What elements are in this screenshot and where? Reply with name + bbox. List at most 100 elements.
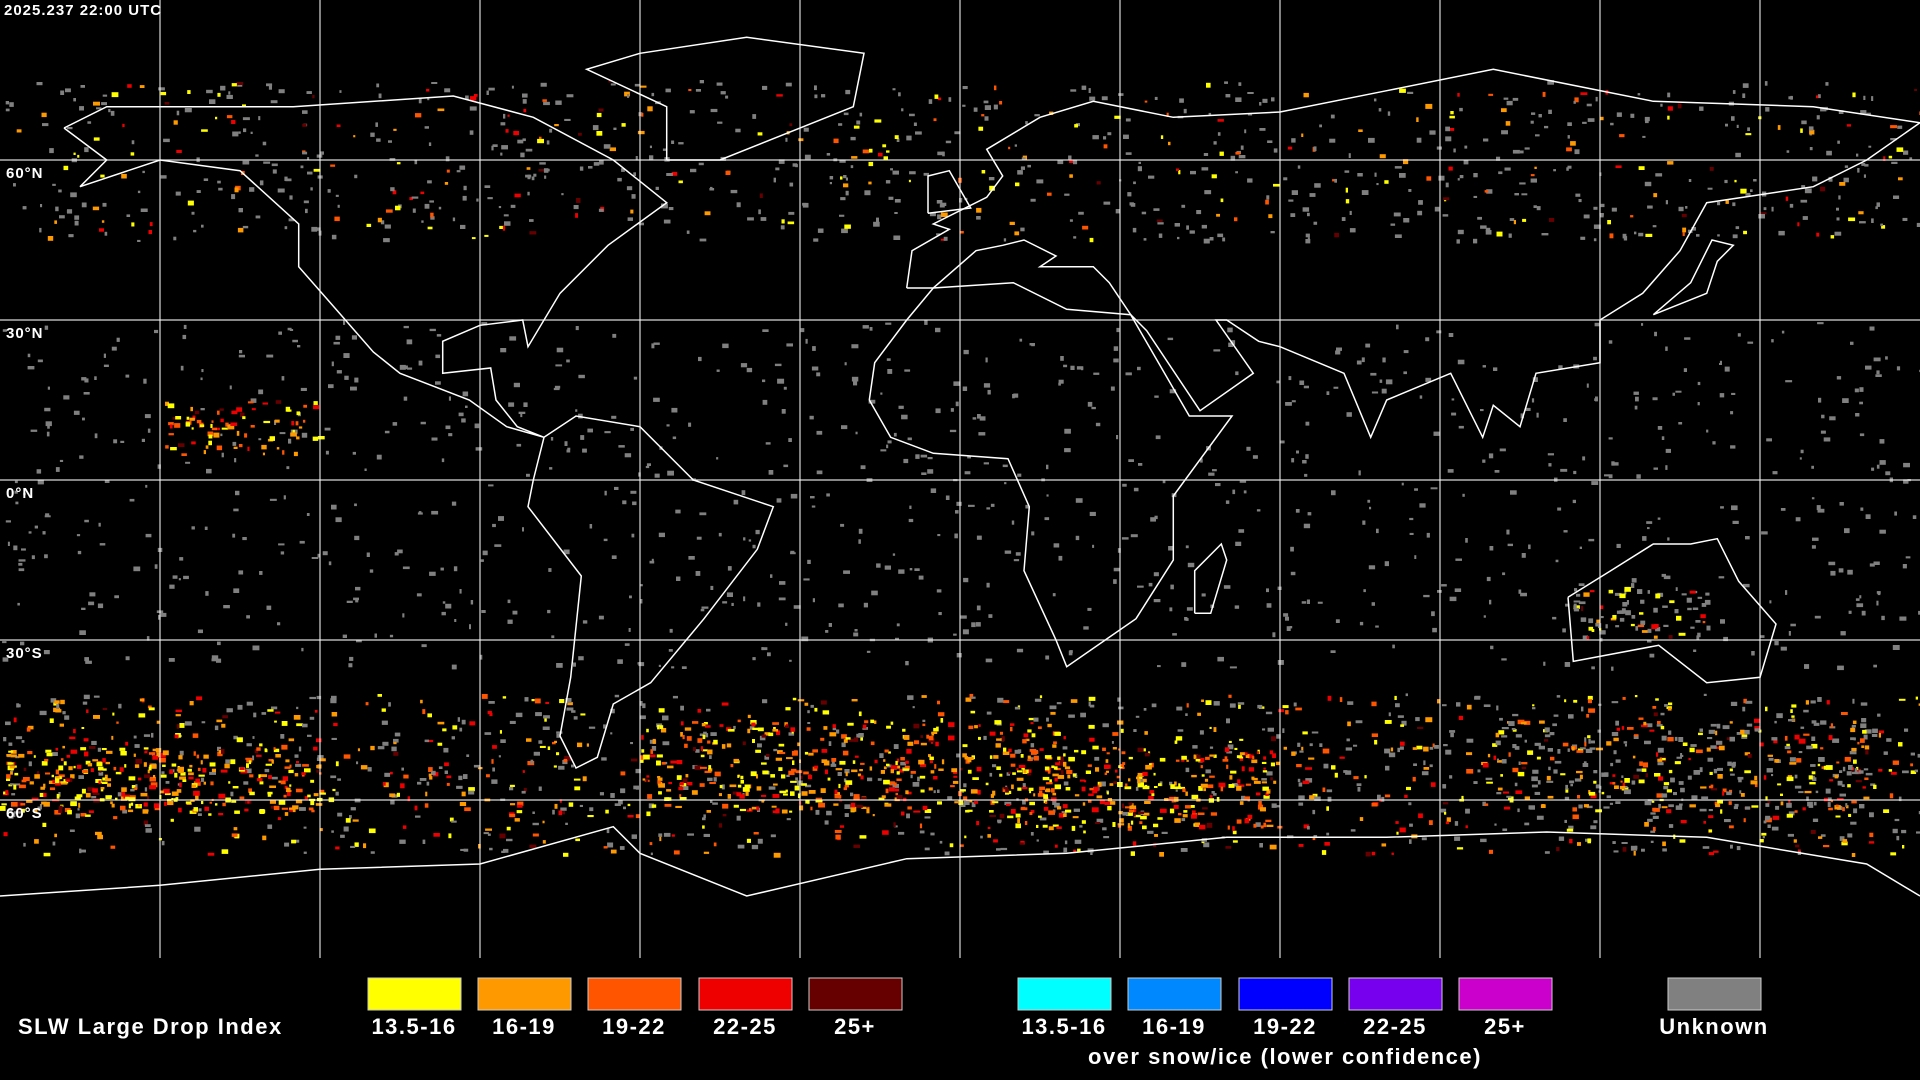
cloud-pixel — [1791, 715, 1795, 718]
cloud-pixel — [1591, 481, 1599, 485]
cloud-pixel — [1855, 413, 1860, 417]
cloud-pixel — [1137, 778, 1141, 784]
cloud-pixel — [1786, 802, 1792, 808]
cloud-pixel — [1587, 735, 1591, 739]
cloud-pixel — [176, 110, 180, 116]
cloud-pixel — [40, 204, 43, 208]
cloud-pixel — [1022, 799, 1026, 805]
cloud-pixel — [1368, 137, 1375, 143]
cloud-pixel — [1657, 720, 1661, 725]
cloud-pixel — [1870, 783, 1876, 786]
cloud-pixel — [922, 805, 928, 811]
cloud-pixel — [1399, 88, 1406, 93]
cloud-pixel — [469, 721, 476, 726]
cloud-pixel — [1232, 830, 1237, 835]
cloud-pixel — [1493, 367, 1498, 371]
cloud-pixel — [1013, 393, 1019, 398]
cloud-pixel — [608, 80, 611, 83]
cloud-pixel — [621, 168, 625, 172]
cloud-pixel — [1567, 122, 1572, 126]
cloud-pixel — [242, 117, 250, 121]
cloud-pixel — [313, 405, 320, 410]
cloud-pixel — [427, 713, 432, 718]
cloud-pixel — [722, 601, 728, 604]
cloud-pixel — [17, 807, 22, 811]
cloud-pixel — [1031, 531, 1035, 536]
cloud-pixel — [894, 135, 899, 139]
cloud-pixel — [941, 759, 945, 765]
coastline — [927, 169, 972, 215]
cloud-pixel — [1793, 839, 1797, 843]
cloud-pixel — [1265, 819, 1272, 823]
cloud-pixel — [1530, 174, 1535, 177]
cloud-pixel — [1234, 605, 1240, 609]
cloud-pixel — [70, 801, 77, 807]
cloud-pixel — [93, 101, 100, 106]
cloud-pixel — [894, 782, 897, 787]
cloud-pixel — [415, 815, 421, 818]
cloud-pixel — [121, 173, 127, 179]
cloud-pixel — [1737, 776, 1744, 780]
cloud-pixel — [1259, 807, 1266, 812]
cloud-pixel — [1052, 593, 1056, 597]
cloud-pixel — [1044, 755, 1052, 759]
cloud-pixel — [841, 228, 848, 234]
cloud-pixel — [1182, 814, 1188, 818]
cloud-pixel — [1662, 605, 1668, 608]
cloud-pixel — [705, 725, 711, 728]
cloud-pixel — [1865, 514, 1871, 519]
cloud-pixel — [1112, 732, 1119, 736]
cloud-pixel — [976, 535, 982, 540]
cloud-pixel — [49, 787, 56, 791]
cloud-pixel — [161, 840, 165, 846]
cloud-pixel — [1732, 520, 1739, 524]
cloud-pixel — [1130, 534, 1138, 538]
cloud-pixel — [1691, 227, 1696, 231]
cloud-pixel — [258, 774, 261, 779]
cloud-pixel — [1685, 206, 1688, 209]
cloud-pixel — [275, 400, 282, 404]
cloud-pixel — [1017, 770, 1023, 773]
cloud-pixel — [922, 719, 926, 722]
cloud-pixel — [1262, 98, 1268, 103]
cloud-pixel — [788, 732, 795, 736]
cloud-pixel — [1864, 777, 1869, 780]
cloud-pixel — [1837, 780, 1843, 786]
cloud-pixel — [1457, 178, 1460, 181]
cloud-pixel — [1583, 214, 1590, 219]
cloud-pixel — [13, 762, 16, 765]
cloud-pixel — [1615, 801, 1621, 804]
cloud-pixel — [1376, 183, 1379, 186]
cloud-pixel — [1431, 611, 1435, 617]
legend-title: SLW Large Drop Index — [18, 1014, 283, 1039]
cloud-pixel — [66, 127, 73, 130]
cloud-pixel — [101, 102, 107, 106]
cloud-pixel — [545, 701, 549, 704]
cloud-pixel — [420, 191, 425, 195]
cloud-pixel — [1237, 779, 1241, 784]
cloud-pixel — [1206, 82, 1211, 88]
cloud-pixel — [1512, 744, 1517, 749]
cloud-pixel — [389, 793, 396, 798]
cloud-pixel — [1788, 631, 1791, 636]
cloud-pixel — [520, 152, 525, 158]
cloud-pixel — [1603, 806, 1610, 809]
cloud-pixel — [1295, 707, 1302, 711]
cloud-pixel — [842, 750, 849, 756]
cloud-pixel — [262, 452, 265, 456]
cloud-pixel — [699, 80, 704, 84]
cloud-pixel — [795, 770, 803, 774]
cloud-pixel — [1719, 360, 1722, 364]
cloud-pixel — [1050, 711, 1056, 715]
cloud-pixel — [1837, 798, 1844, 801]
cloud-pixel — [1140, 816, 1147, 820]
cloud-pixel — [1799, 457, 1802, 460]
cloud-pixel — [909, 171, 916, 175]
cloud-pixel — [1871, 218, 1874, 223]
cloud-pixel — [906, 813, 910, 819]
cloud-pixel — [1096, 795, 1103, 799]
cloud-pixel — [1524, 739, 1527, 743]
cloud-pixel — [886, 444, 889, 449]
cloud-pixel — [1125, 152, 1132, 155]
cloud-pixel — [99, 228, 104, 232]
